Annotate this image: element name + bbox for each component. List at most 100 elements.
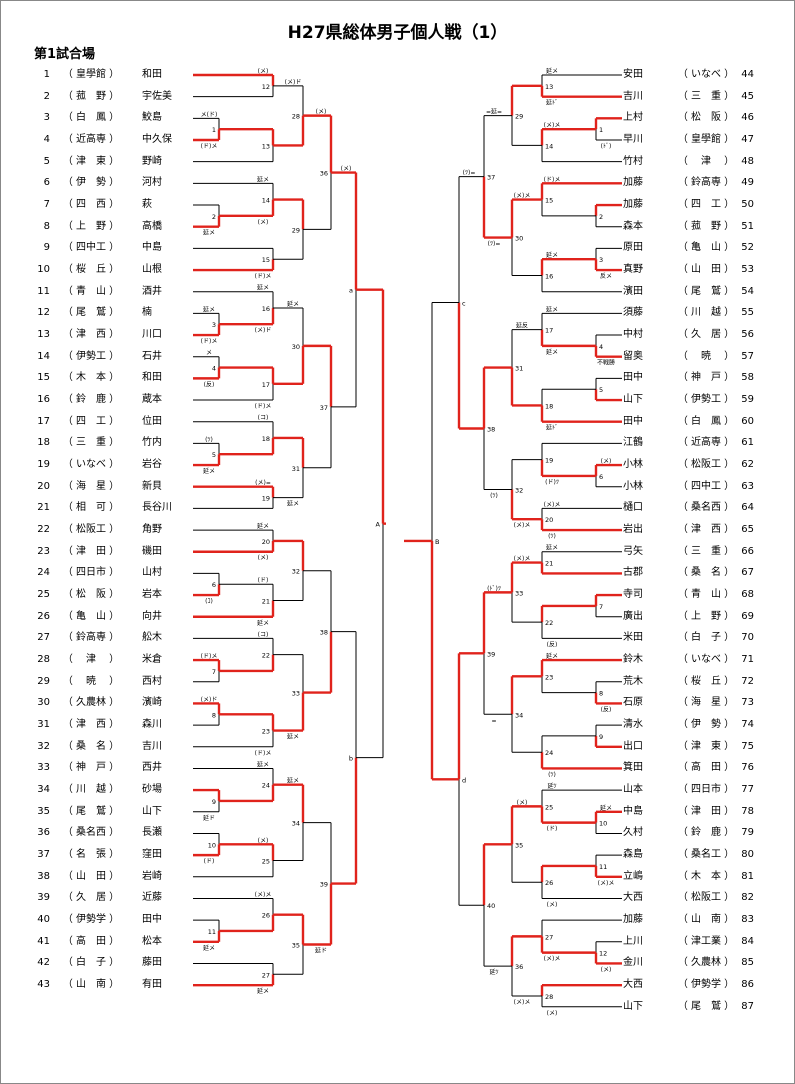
result-mark: (メ) [258,68,269,75]
player-name: 長谷川 [142,502,172,514]
match-number: 19 [262,495,270,503]
player-name: 高橋 [142,220,162,232]
player-name: 西井 [142,762,162,774]
seed-number: 39 [37,892,50,904]
result-mark: (メ)メ [514,999,531,1006]
seed-number: 65 [741,524,754,536]
seed-number: 49 [741,177,754,189]
match-number: 8 [599,690,603,698]
seed-number: 23 [37,545,50,557]
seed-number: 20 [37,480,50,492]
seed-number: 71 [741,654,754,666]
player-row: 20 （ 海 星 ） 新貝 [0,480,795,494]
result-mark: (メ)メ [544,501,561,508]
school-name: （ いなべ ） [677,69,735,80]
player-name: 立嶋 [623,870,643,882]
match-number: 18 [545,402,553,410]
player-row: 小林 （ 四中工 ） 63 [0,480,795,494]
result-mark: (メ)= [255,480,271,487]
player-name: 加藤 [623,914,643,926]
result-mark: (メ) [258,837,269,844]
match-number: 29 [292,226,300,234]
seed-number: 3 [43,112,50,124]
match-number: 23 [262,728,270,736]
match-number: 22 [262,652,270,660]
school-name: （ 菰 野 ） [62,90,120,102]
player-row: 38 （ 山 田 ） 岩崎 [0,870,795,884]
school-name: （ 皇學館 ） [677,134,735,145]
player-name: 真野 [623,264,643,276]
player-name: 松本 [142,935,162,947]
player-name: 森島 [623,849,643,861]
match-number: 26 [262,912,270,920]
player-row: 山下 （ 伊勢工 ） 59 [0,393,795,407]
player-row: 弓矢 （ 三 重 ） 66 [0,545,795,559]
player-row: 加藤 （ 四 工 ） 50 [0,198,795,212]
seed-number: 43 [37,979,50,991]
match-number: 5 [599,386,603,394]
school-name: （ 伊 勢 ） [677,719,735,731]
result-mark: (反) [204,380,215,388]
result-mark: (ド)メ [255,273,272,280]
player-row: 早川 （ 皇學館 ） 47 [0,133,795,147]
seed-number: 15 [37,372,50,384]
seed-number: 1 [43,69,50,80]
result-mark: (ﾄﾞ)ﾂ [487,585,501,592]
player-name: 萩 [142,199,152,211]
match-number: 21 [545,560,553,568]
match-number: 34 [292,820,300,828]
result-mark: (コ) [258,415,269,422]
seed-number: 47 [741,134,754,145]
school-name: （ 神 戸 ） [62,762,120,774]
player-name: 近藤 [142,892,162,904]
player-name: 中島 [142,242,162,254]
school-name: （ 白 鳳 ） [677,415,735,427]
seed-number: 24 [37,567,50,579]
player-name: 楠 [142,307,152,319]
match-number: 1 [599,126,603,134]
school-name: （ 津 ） [62,654,120,666]
seed-number: 44 [741,69,754,80]
match-number: 37 [487,174,495,182]
seed-number: 41 [37,935,50,947]
school-name: （ 青 山 ） [62,285,120,297]
result-mark: 延ﾄﾞ [546,99,558,107]
result-mark: 延メ [257,760,269,768]
school-name: （ 松 阪 ） [62,589,120,601]
school-name: （ 白 子 ） [62,957,120,969]
result-mark: (ﾂ) [548,771,556,778]
school-name: （ 相 可 ） [62,502,120,514]
match-number: 9 [212,798,216,806]
result-mark: (メ)メ [514,556,531,563]
result-mark: 延ド [203,814,215,822]
player-row: 箕田 （ 高 田 ） 76 [0,761,795,775]
player-name: 位田 [142,415,162,427]
result-mark: 延メ [257,175,269,183]
match-number: 24 [262,782,270,790]
result-mark: (ド)メ [201,653,218,660]
player-name: 中久保 [142,134,172,145]
player-row: 43 （ 山 南 ） 有田 [0,978,795,992]
result-mark: (ド)ﾂ [545,479,559,486]
result-mark: 延メ [203,944,215,952]
result-mark: 延メ [287,733,299,741]
school-name: （ 菰 野 ） [677,220,735,232]
school-name: （ いなべ ） [62,459,120,471]
school-name: （ 四 工 ） [677,199,735,211]
player-row: 上村 （ 松 阪 ） 46 [0,111,795,125]
player-row: 19 （ いなべ ） 岩谷 [0,458,795,472]
school-name: （ 桜 丘 ） [677,675,735,687]
player-name: 和田 [142,372,162,384]
match-number: 25 [262,858,270,866]
match-number: 2 [212,213,216,221]
result-mark: 延メ [546,305,558,313]
seed-number: 46 [741,112,754,124]
player-row: 真野 （ 山 田 ） 53 [0,263,795,277]
school-name: （ 伊勢学 ） [677,979,735,991]
school-name: （ 津 田 ） [677,805,735,817]
seed-number: 14 [37,350,50,362]
seed-number: 18 [37,437,50,449]
result-mark: (メ)メ [544,122,561,129]
result-mark: メ(ド) [201,111,218,118]
school-name: （ 松阪工 ） [62,524,120,536]
